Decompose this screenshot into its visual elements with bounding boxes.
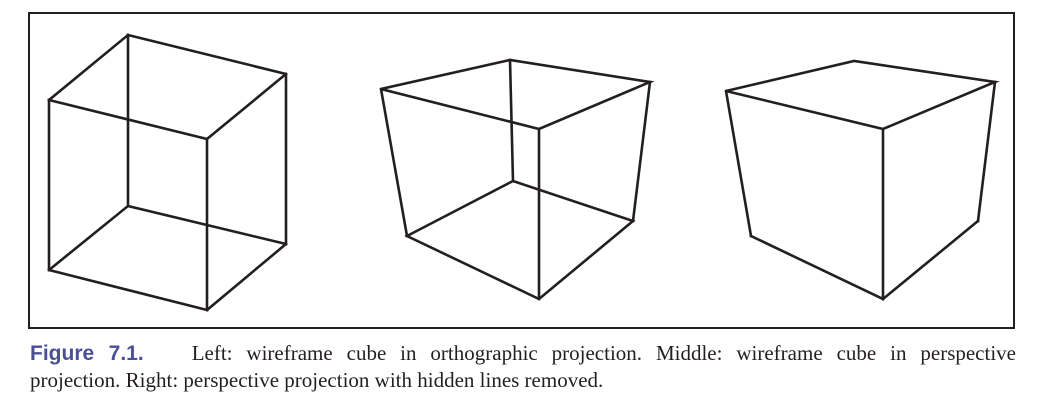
edge-vertical-right <box>976 80 997 223</box>
cube-hidden-lines-removed <box>724 59 1000 301</box>
figure-caption-label: Figure 7.1. <box>30 342 144 365</box>
edge-vertical-right <box>631 80 652 223</box>
edge-bottom-left <box>47 204 130 272</box>
cube-perspective-wireframe <box>379 58 655 301</box>
edge-top-left <box>47 33 130 102</box>
cube-orthographic-wireframe <box>47 33 288 312</box>
figure-frame <box>28 12 1015 329</box>
top-face <box>725 59 1000 131</box>
edge-bottom-right <box>881 219 980 301</box>
bottom-face <box>404 179 636 301</box>
edge-bottom-left <box>749 234 885 301</box>
edge-vertical-left <box>724 89 753 238</box>
edge-bottom-right <box>205 242 288 312</box>
edge-vertical-left <box>379 87 409 238</box>
edge-vertical-back <box>508 58 515 183</box>
edge-top-right <box>205 72 288 141</box>
figure-caption-text: Left: wireframe cube in orthographic pro… <box>30 341 1016 392</box>
top-face <box>380 58 655 131</box>
figure-caption: Figure 7.1. Left: wireframe cube in ortho… <box>30 340 1016 394</box>
